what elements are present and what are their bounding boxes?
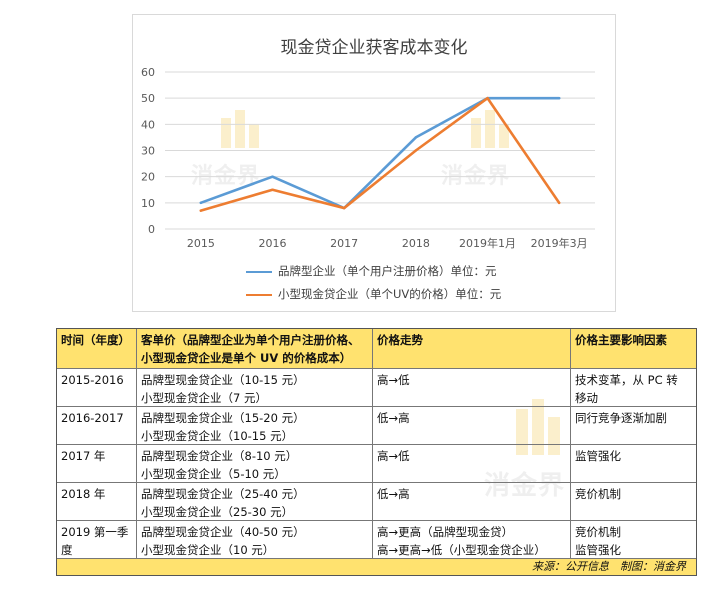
price-small: 小型现金贷企业（25-30 元） (141, 505, 294, 519)
header-factor: 价格主要影响因素 (571, 329, 696, 368)
factor-line-1: 竞价机制 (575, 487, 621, 501)
data-point (557, 201, 561, 205)
cell-price: 品牌型现金贷企业（10-15 元） 小型现金贷企业（7 元） (137, 369, 373, 406)
factor-line-1: 同行竞争逐渐加剧 (575, 411, 667, 425)
x-tick-label: 2019年1月 (459, 236, 516, 250)
trend-line-1: 高→更高（品牌型现金贷） (377, 525, 514, 539)
price-brand: 品牌型现金贷企业（15-20 元） (141, 411, 305, 425)
y-tick-label: 20 (141, 171, 155, 184)
price-small: 小型现金贷企业（10-15 元） (141, 429, 294, 443)
cell-trend: 高→低 (373, 445, 571, 482)
data-point (486, 96, 489, 100)
header-price: 客单价（品牌型企业为单个用户注册价格、小型现金贷企业是单个 UV 的价格成本） (137, 329, 373, 368)
trend-line-1: 高→低 (377, 449, 410, 463)
data-point (199, 209, 203, 212)
data-point (414, 149, 418, 152)
cell-trend: 低→高 (373, 407, 571, 444)
cell-factor: 竞价机制 监管强化 (571, 521, 696, 558)
header-time: 时间（年度） (57, 329, 137, 368)
cell-factor: 监管强化 (571, 445, 696, 482)
legend-label-brand: 品牌型企业（单个用户注册价格）单位：元 (278, 264, 497, 278)
y-tick-label: 0 (148, 223, 155, 236)
cell-price: 品牌型现金贷企业（25-40 元） 小型现金贷企业（25-30 元） (137, 483, 373, 520)
price-small: 小型现金贷企业（5-10 元） (141, 467, 286, 481)
cell-time: 2015-2016 (57, 369, 137, 406)
price-brand: 品牌型现金贷企业（10-15 元） (141, 373, 305, 387)
cell-price: 品牌型现金贷企业（8-10 元） 小型现金贷企业（5-10 元） (137, 445, 373, 482)
price-small: 小型现金贷企业（7 元） (141, 391, 267, 405)
x-tick-label: 2018 (402, 237, 430, 250)
chart-plot: 0 10 20 30 40 50 60 2015 2016 2017 2018 2019年1月 2019… (141, 66, 595, 250)
y-tick-label: 40 (141, 118, 155, 131)
price-table: 消金界 时间（年度） 客单价（品牌型企业为单个用户注册价格、小型现金贷企业是单个… (56, 328, 697, 576)
cell-trend: 低→高 (373, 483, 571, 520)
cell-price: 品牌型现金贷企业（15-20 元） 小型现金贷企业（10-15 元） (137, 407, 373, 444)
legend-swatch-brand (246, 270, 272, 273)
table-row: 2019 第一季度 品牌型现金贷企业（40-50 元） 小型现金贷企业（10 元… (57, 521, 696, 559)
price-brand: 品牌型现金贷企业（8-10 元） (141, 449, 298, 463)
cell-factor: 技术变革，从 PC 转 移动 (571, 369, 696, 406)
data-point (557, 96, 561, 100)
factor-line-2: 监管强化 (575, 543, 621, 557)
y-tick-label: 30 (141, 145, 155, 158)
source-footer: 来源：公开信息 制图：消金界 (57, 559, 696, 575)
data-point (271, 188, 274, 191)
table-row: 2015-2016 品牌型现金贷企业（10-15 元） 小型现金贷企业（7 元）… (57, 369, 696, 407)
data-point (342, 206, 346, 210)
x-tick-label: 2019年3月 (531, 236, 588, 250)
data-point (271, 175, 274, 178)
legend-item-brand: 品牌型企业（单个用户注册价格）单位：元 (246, 263, 497, 279)
legend-swatch-small (246, 293, 272, 296)
y-tick-label: 60 (141, 66, 155, 79)
x-tick-label: 2016 (259, 237, 287, 250)
table-row: 2017 年 品牌型现金贷企业（8-10 元） 小型现金贷企业（5-10 元） … (57, 445, 696, 483)
trend-line-1: 低→高 (377, 487, 410, 501)
chart-title: 现金贷企业获客成本变化 (280, 38, 468, 58)
table-header-row: 时间（年度） 客单价（品牌型企业为单个用户注册价格、小型现金贷企业是单个 UV … (57, 329, 696, 369)
series-line-brand (199, 96, 561, 210)
cell-time: 2017 年 (57, 445, 137, 482)
cell-price: 品牌型现金贷企业（40-50 元） 小型现金贷企业（10 元） (137, 521, 373, 558)
factor-line-2: 移动 (575, 391, 598, 405)
trend-line-2: 高→更高→低（小型现金贷企业） (377, 543, 546, 557)
cell-factor: 竞价机制 (571, 483, 696, 520)
cell-trend: 高→低 (373, 369, 571, 406)
table-row: 2018 年 品牌型现金贷企业（25-40 元） 小型现金贷企业（25-30 元… (57, 483, 696, 521)
cell-trend: 高→更高（品牌型现金贷） 高→更高→低（小型现金贷企业） (373, 521, 571, 558)
series-line-small (199, 96, 561, 212)
cell-time: 2016-2017 (57, 407, 137, 444)
trend-line-1: 高→低 (377, 373, 410, 387)
cell-time: 2019 第一季度 (57, 521, 137, 558)
legend-item-small: 小型现金贷企业（单个UV的价格）单位：元 (246, 286, 501, 302)
x-tick-label: 2017 (330, 237, 358, 250)
line-chart-panel: 现金贷企业获客成本变化 消金界 消金界 0 10 20 30 40 50 60 2015 201… (132, 14, 616, 312)
data-point (414, 136, 418, 139)
trend-line-1: 低→高 (377, 411, 410, 425)
factor-line-1: 监管强化 (575, 449, 621, 463)
cell-time: 2018 年 (57, 483, 137, 520)
header-trend: 价格走势 (373, 329, 571, 368)
y-tick-label: 10 (141, 197, 155, 210)
factor-line-1: 技术变革，从 PC 转 (575, 373, 678, 387)
table-row: 2016-2017 品牌型现金贷企业（15-20 元） 小型现金贷企业（10-1… (57, 407, 696, 445)
y-tick-label: 50 (141, 92, 155, 105)
cell-factor: 同行竞争逐渐加剧 (571, 407, 696, 444)
price-small: 小型现金贷企业（10 元） (141, 543, 275, 557)
legend-label-small: 小型现金贷企业（单个UV的价格）单位：元 (278, 287, 502, 301)
price-brand: 品牌型现金贷企业（40-50 元） (141, 525, 305, 539)
price-brand: 品牌型现金贷企业（25-40 元） (141, 487, 305, 501)
factor-line-1: 竞价机制 (575, 525, 621, 539)
data-point (199, 201, 203, 205)
x-tick-label: 2015 (187, 237, 215, 250)
